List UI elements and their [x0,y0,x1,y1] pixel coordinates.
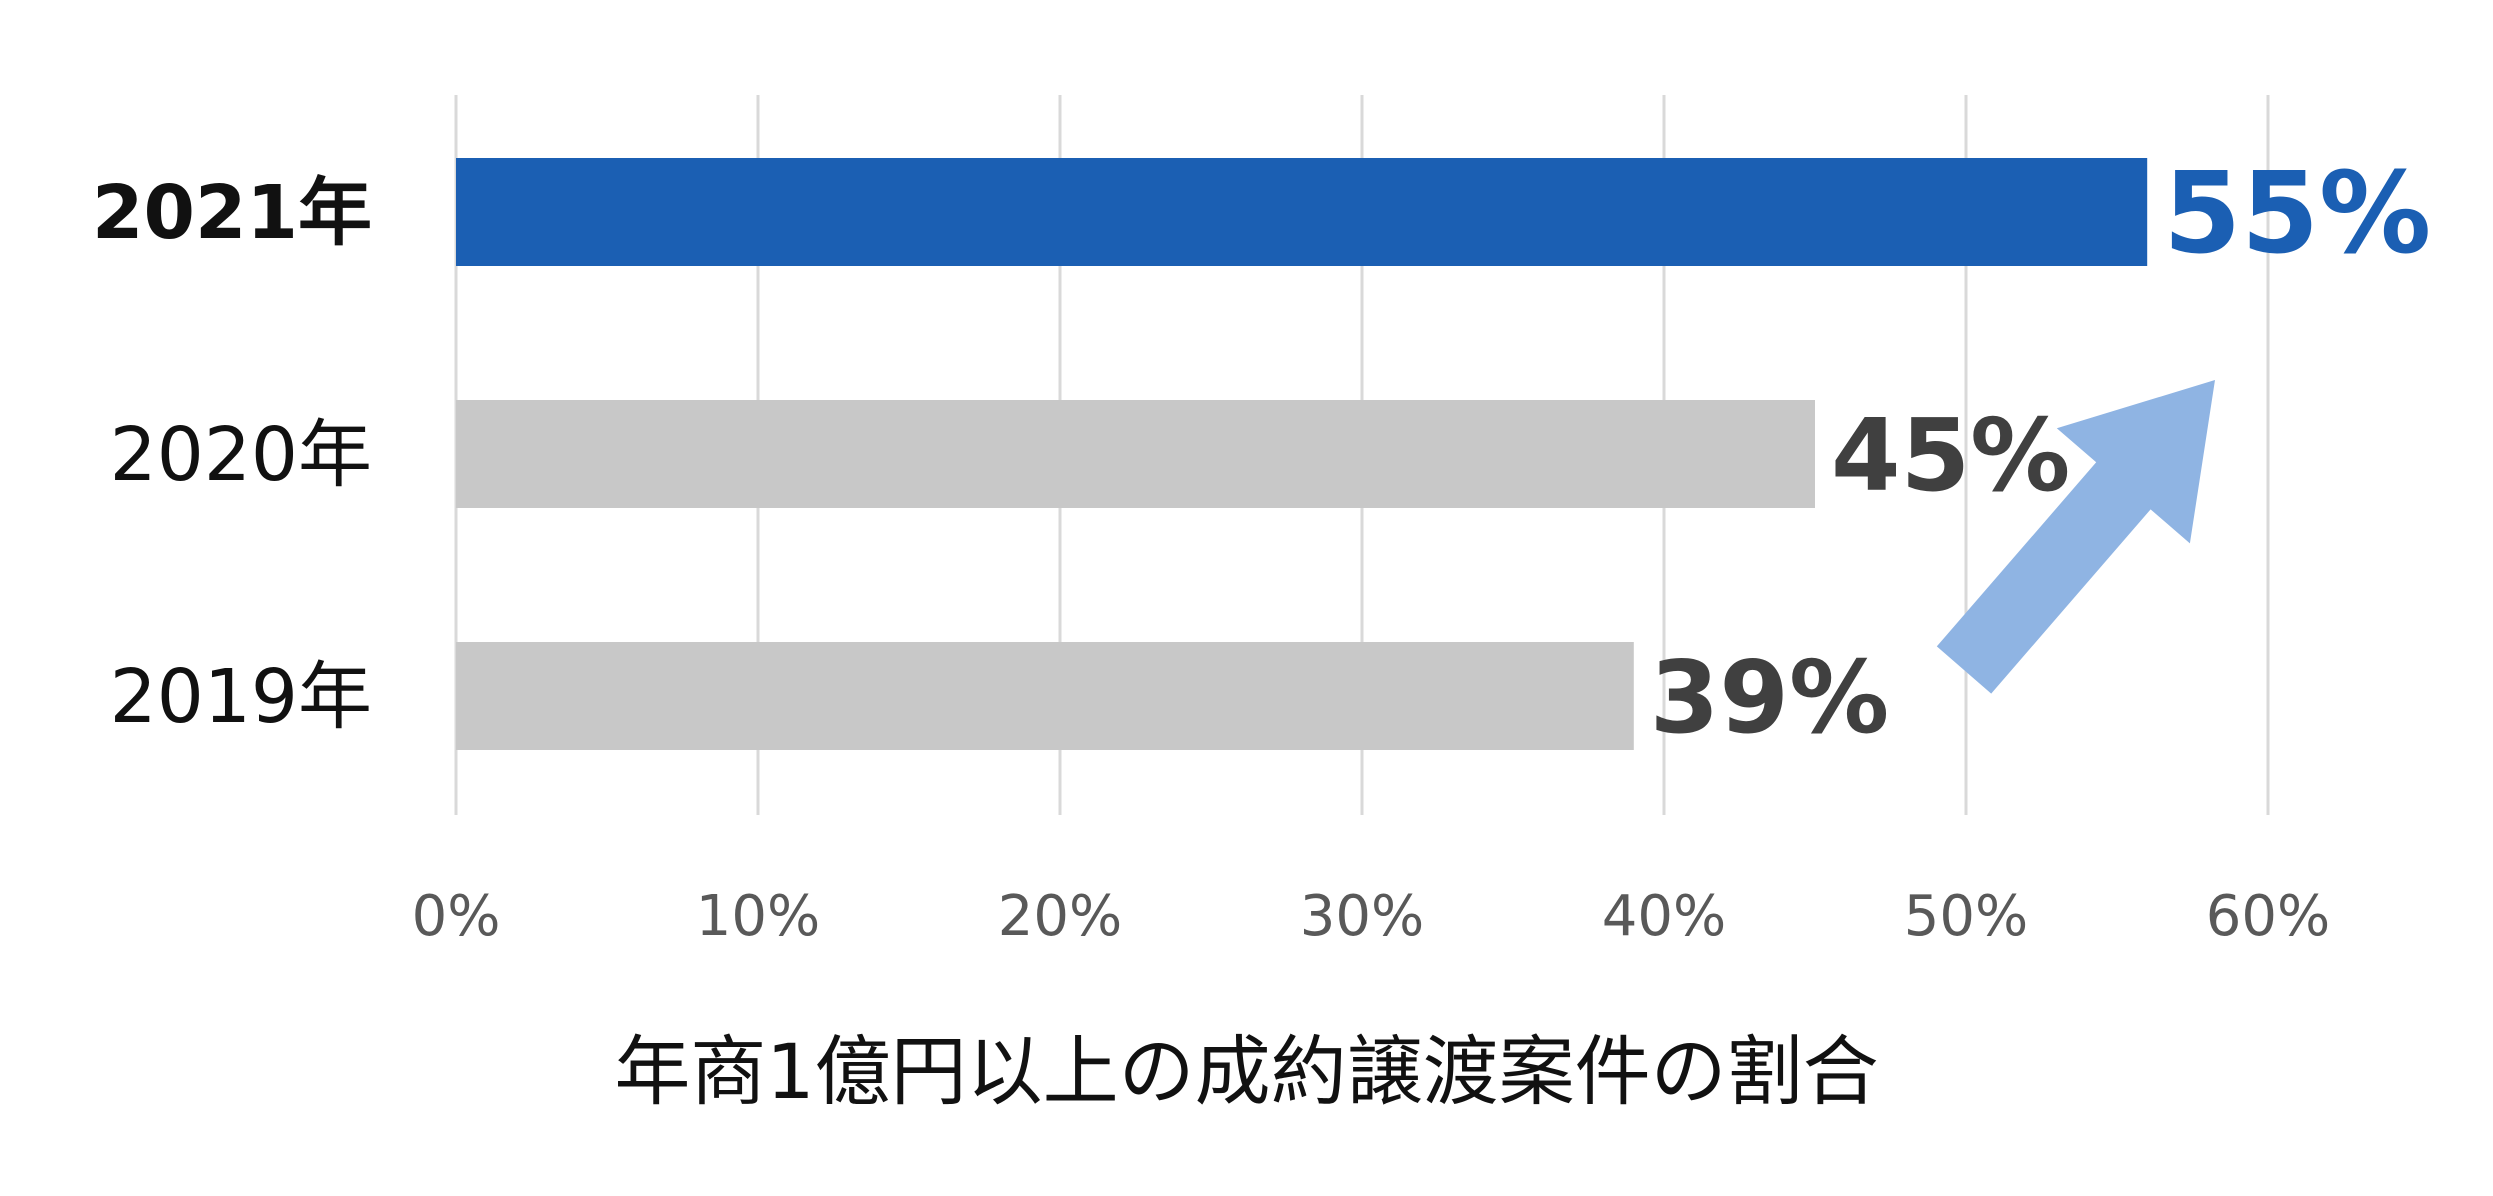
x-tick-label: 30% [1300,884,1424,949]
x-tick-label: 20% [998,884,1122,949]
category-label: 2021年 [92,170,372,256]
bar [456,642,1634,750]
trend-arrow-icon [1936,380,2215,694]
data-label: 55% [2163,149,2431,279]
trend-arrow [1936,380,2215,694]
bar [456,158,2148,266]
labels: 0% 10% 20% 30% 40% 50% 60% 2021年 55% 2020年 45% 2019… [92,149,2431,949]
x-tick-label: 40% [1602,884,1726,949]
x-tick-label: 10% [696,884,820,949]
bars [456,158,2148,750]
data-label: 39% [1650,639,1889,756]
data-label: 45% [1831,397,2070,514]
category-label: 2019年 [110,654,372,740]
x-tick-label: 50% [1904,884,2028,949]
x-tick-label: 0% [412,884,501,949]
chart-title: 年商1億円以上の成約譲渡案件の割合 [614,1027,1879,1116]
category-label: 2020年 [110,412,372,498]
x-tick-label: 60% [2206,884,2330,949]
bar [456,400,1815,508]
